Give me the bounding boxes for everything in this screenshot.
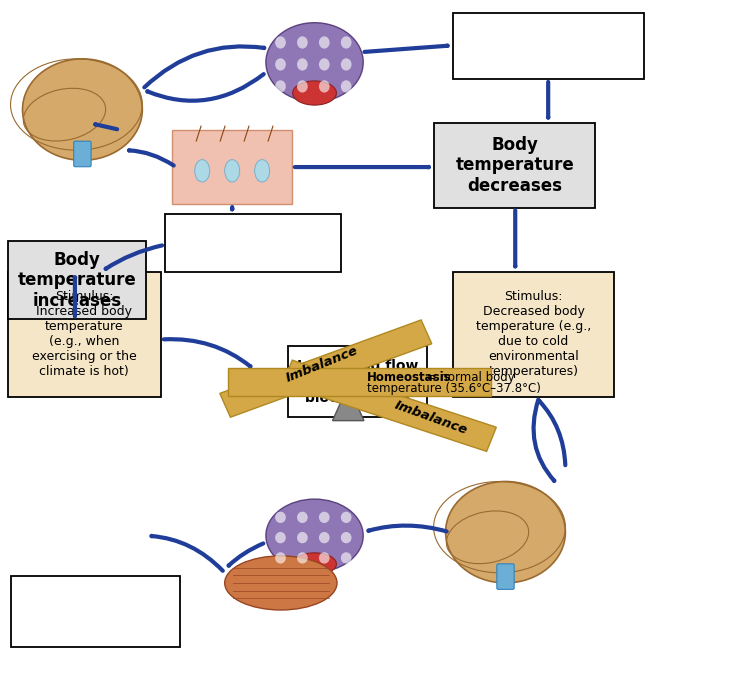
Ellipse shape <box>266 22 363 102</box>
FancyBboxPatch shape <box>172 130 292 204</box>
Ellipse shape <box>23 59 143 160</box>
Ellipse shape <box>275 58 286 71</box>
Ellipse shape <box>319 512 329 523</box>
Ellipse shape <box>255 160 270 182</box>
Ellipse shape <box>275 512 286 523</box>
Ellipse shape <box>319 80 329 92</box>
FancyBboxPatch shape <box>288 346 427 418</box>
Ellipse shape <box>293 553 336 575</box>
Ellipse shape <box>319 36 329 49</box>
Ellipse shape <box>341 512 351 523</box>
Ellipse shape <box>341 552 351 564</box>
Ellipse shape <box>297 532 308 543</box>
Ellipse shape <box>297 58 308 71</box>
Ellipse shape <box>275 80 286 92</box>
Ellipse shape <box>341 58 351 71</box>
FancyBboxPatch shape <box>8 242 146 319</box>
Ellipse shape <box>266 499 363 572</box>
Text: = normal body: = normal body <box>423 371 515 384</box>
Ellipse shape <box>275 552 286 564</box>
Ellipse shape <box>319 532 329 543</box>
Text: Imbalance: Imbalance <box>284 344 360 385</box>
FancyBboxPatch shape <box>453 272 614 397</box>
Text: Body
temperature
decreases: Body temperature decreases <box>455 136 575 195</box>
Ellipse shape <box>341 36 351 49</box>
Ellipse shape <box>297 36 308 49</box>
Ellipse shape <box>297 80 308 92</box>
FancyBboxPatch shape <box>165 215 341 272</box>
Ellipse shape <box>293 81 336 105</box>
Polygon shape <box>333 386 364 421</box>
FancyBboxPatch shape <box>8 272 161 397</box>
Ellipse shape <box>225 160 240 182</box>
Ellipse shape <box>195 160 210 182</box>
Ellipse shape <box>319 58 329 71</box>
Text: Imbalance: Imbalance <box>392 399 469 437</box>
Polygon shape <box>219 320 432 417</box>
Text: Less blood flow
through surface
blood vessels: Less blood flow through surface blood ve… <box>295 359 421 405</box>
Ellipse shape <box>341 532 351 543</box>
Text: Stimulus:
Decreased body
temperature (e.g.,
due to cold
environmental
temperatur: Stimulus: Decreased body temperature (e.… <box>476 291 591 378</box>
Ellipse shape <box>225 556 337 610</box>
Text: Homeostasis: Homeostasis <box>367 371 452 384</box>
Polygon shape <box>283 360 496 452</box>
Text: Body
temperature
increases: Body temperature increases <box>17 251 136 310</box>
FancyBboxPatch shape <box>497 564 514 589</box>
Ellipse shape <box>275 532 286 543</box>
FancyBboxPatch shape <box>434 123 596 208</box>
Ellipse shape <box>319 552 329 564</box>
Ellipse shape <box>341 80 351 92</box>
Text: Stimulus:
Increased body
temperature
(e.g., when
exercising or the
climate is ho: Stimulus: Increased body temperature (e.… <box>32 291 136 378</box>
Ellipse shape <box>297 512 308 523</box>
Polygon shape <box>228 368 491 397</box>
FancyBboxPatch shape <box>11 576 179 647</box>
Ellipse shape <box>275 36 286 49</box>
FancyBboxPatch shape <box>453 13 644 79</box>
Text: temperature (35.6°C–37.8°C): temperature (35.6°C–37.8°C) <box>367 382 541 395</box>
FancyBboxPatch shape <box>74 141 91 167</box>
Ellipse shape <box>446 481 566 583</box>
Ellipse shape <box>297 552 308 564</box>
